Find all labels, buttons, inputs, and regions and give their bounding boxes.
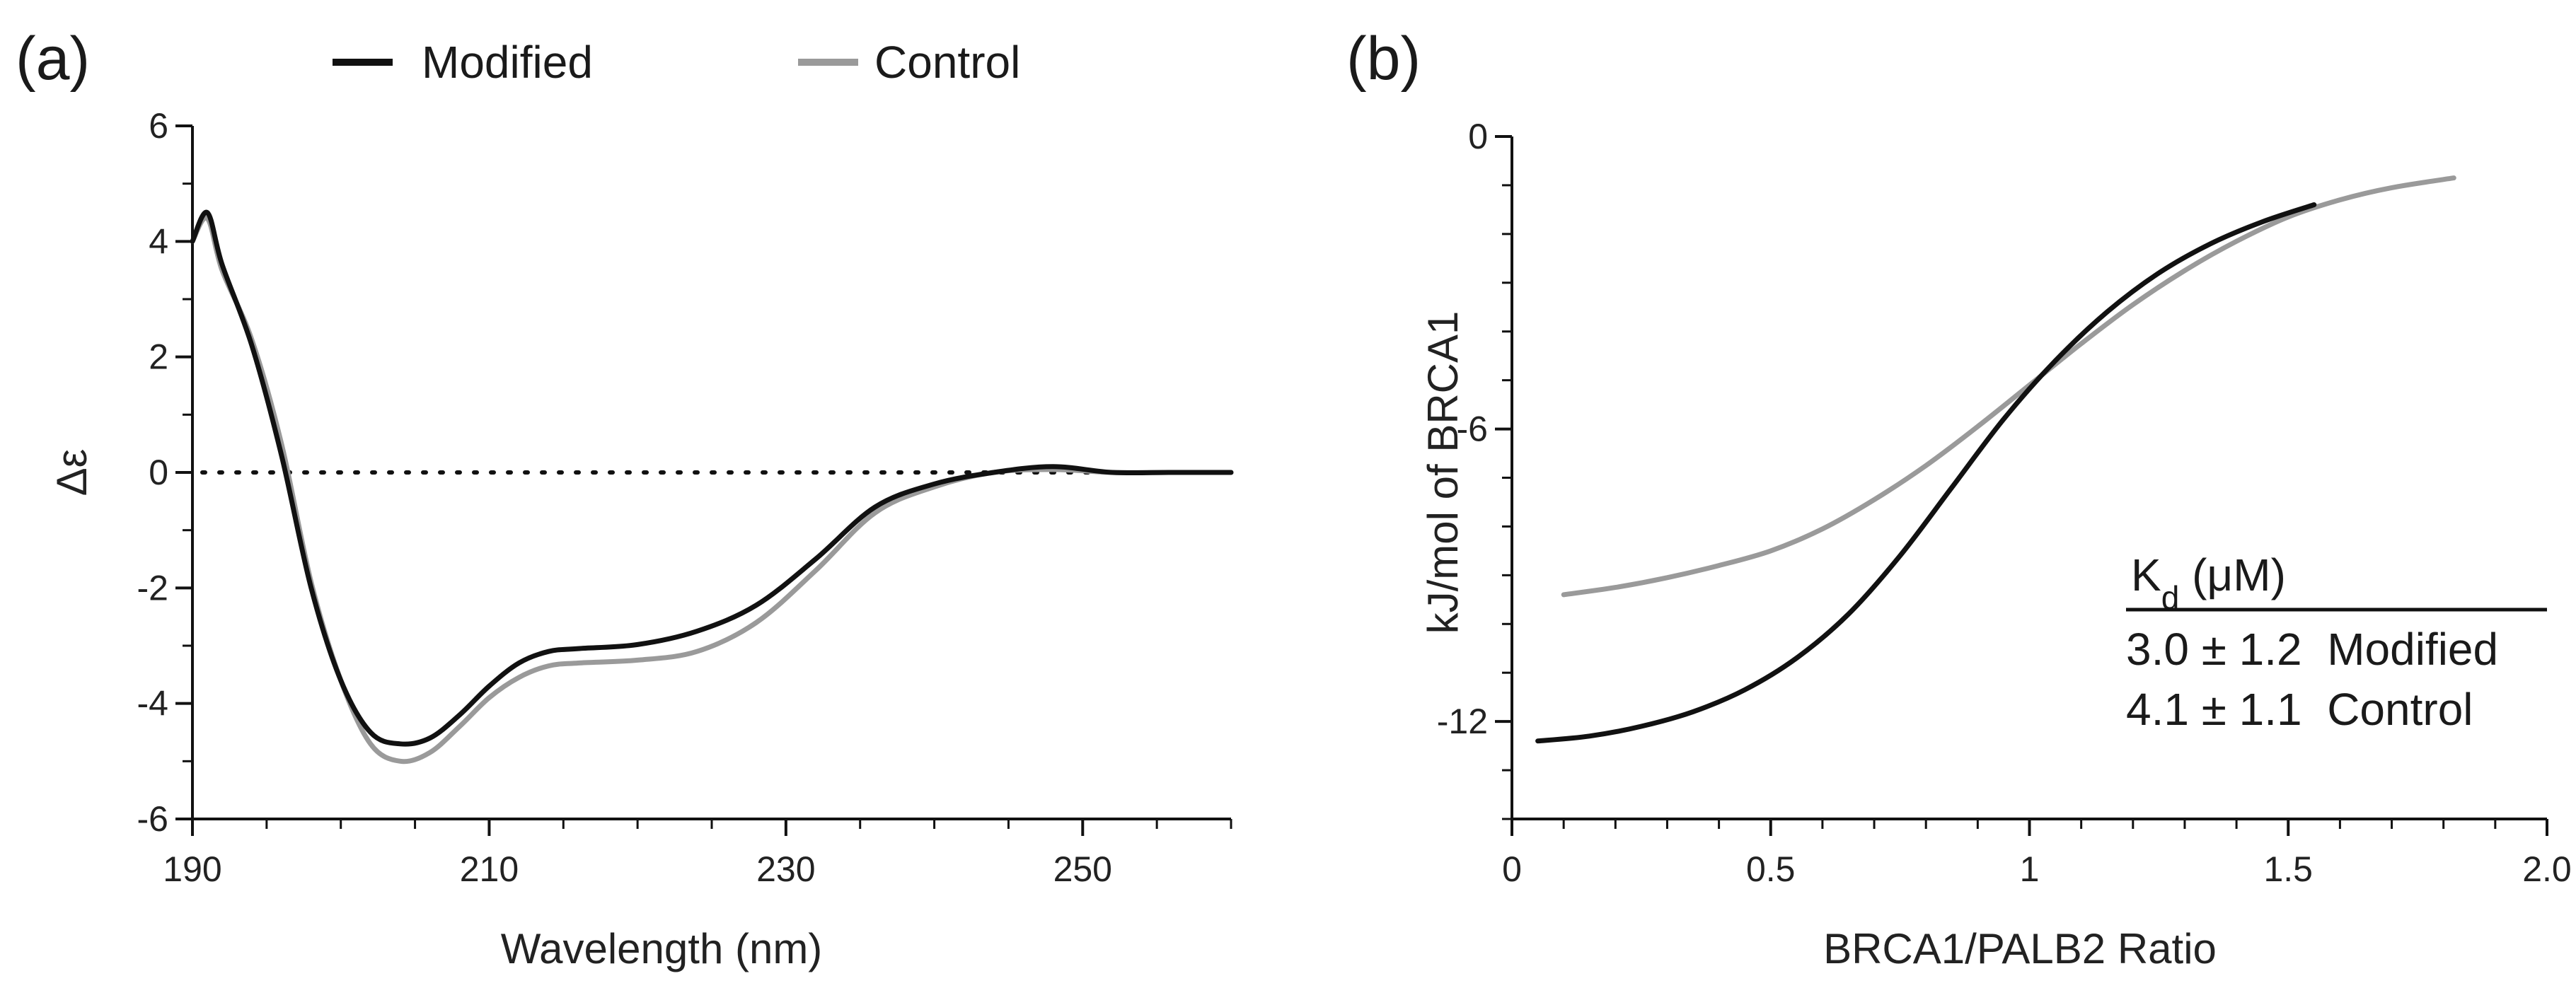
kd-header: Kd (μM) xyxy=(2131,550,2286,616)
y-tick-label: -6 xyxy=(1457,409,1488,449)
x-tick-label: 1.5 xyxy=(2263,849,2313,889)
y-axis-title-b: kJ/mol of BRCA1 xyxy=(1419,311,1467,634)
x-tick-label: 250 xyxy=(1053,849,1112,889)
kd-row-control: 4.1 ± 1.1 Control xyxy=(2126,684,2473,735)
kd-row-modified: 3.0 ± 1.2 Modified xyxy=(2126,624,2498,675)
legend-label-control: Control xyxy=(874,37,1020,88)
series-line-modified xyxy=(190,209,1234,747)
plot-area-a: 190 210 230 250 6 4 2 0 -2 -4 -6 xyxy=(137,106,1234,889)
panel-label-a: (a) xyxy=(16,25,90,93)
x-tick-label: 0.5 xyxy=(1746,849,1796,889)
y-tick-label: 6 xyxy=(149,106,168,146)
panel-a: (a) Modified Control 190 210 230 250 6 4 2 0 -2 -… xyxy=(16,25,1234,972)
y-tick-label: -4 xyxy=(137,684,168,723)
x-tick-label: 210 xyxy=(460,849,519,889)
kd-table: Kd (μM) 3.0 ± 1.2 Modified 4.1 ± 1.1 Con… xyxy=(2126,550,2547,735)
x-tick-label: 190 xyxy=(163,849,221,889)
series-line-control xyxy=(190,215,1234,765)
x-tick-label: 1 xyxy=(2020,849,2040,889)
legend: Modified Control xyxy=(333,37,1020,88)
y-axis-title-a: Δε xyxy=(48,449,96,496)
panel-label-b: (b) xyxy=(1346,25,1421,93)
y-tick-label: 4 xyxy=(149,221,168,261)
x-tick-label: 2.0 xyxy=(2522,849,2572,889)
y-tick-label: -6 xyxy=(137,799,168,839)
x-axis-title-b: BRCA1/PALB2 Ratio xyxy=(1823,925,2217,972)
y-tick-label: 2 xyxy=(149,337,168,377)
x-tick-label: 230 xyxy=(756,849,815,889)
series-line-modified xyxy=(1535,202,2317,744)
plot-area-b: 0 0.5 1 1.5 2.0 0 -6 -12 xyxy=(1437,117,2572,889)
y-tick-label: -2 xyxy=(137,568,168,608)
panel-b: (b) 0 0.5 1 1.5 2.0 0 -6 -12 kJ/mol of BRCA1 BR… xyxy=(1346,25,2572,972)
y-tick-label: -12 xyxy=(1437,702,1488,741)
y-tick-label: 0 xyxy=(149,453,168,492)
legend-label-modified: Modified xyxy=(422,37,593,88)
x-tick-label: 0 xyxy=(1502,849,1522,889)
y-tick-label: 0 xyxy=(1468,117,1488,156)
series-line-control xyxy=(1561,175,2456,598)
x-axis-title-a: Wavelength (nm) xyxy=(501,925,823,972)
